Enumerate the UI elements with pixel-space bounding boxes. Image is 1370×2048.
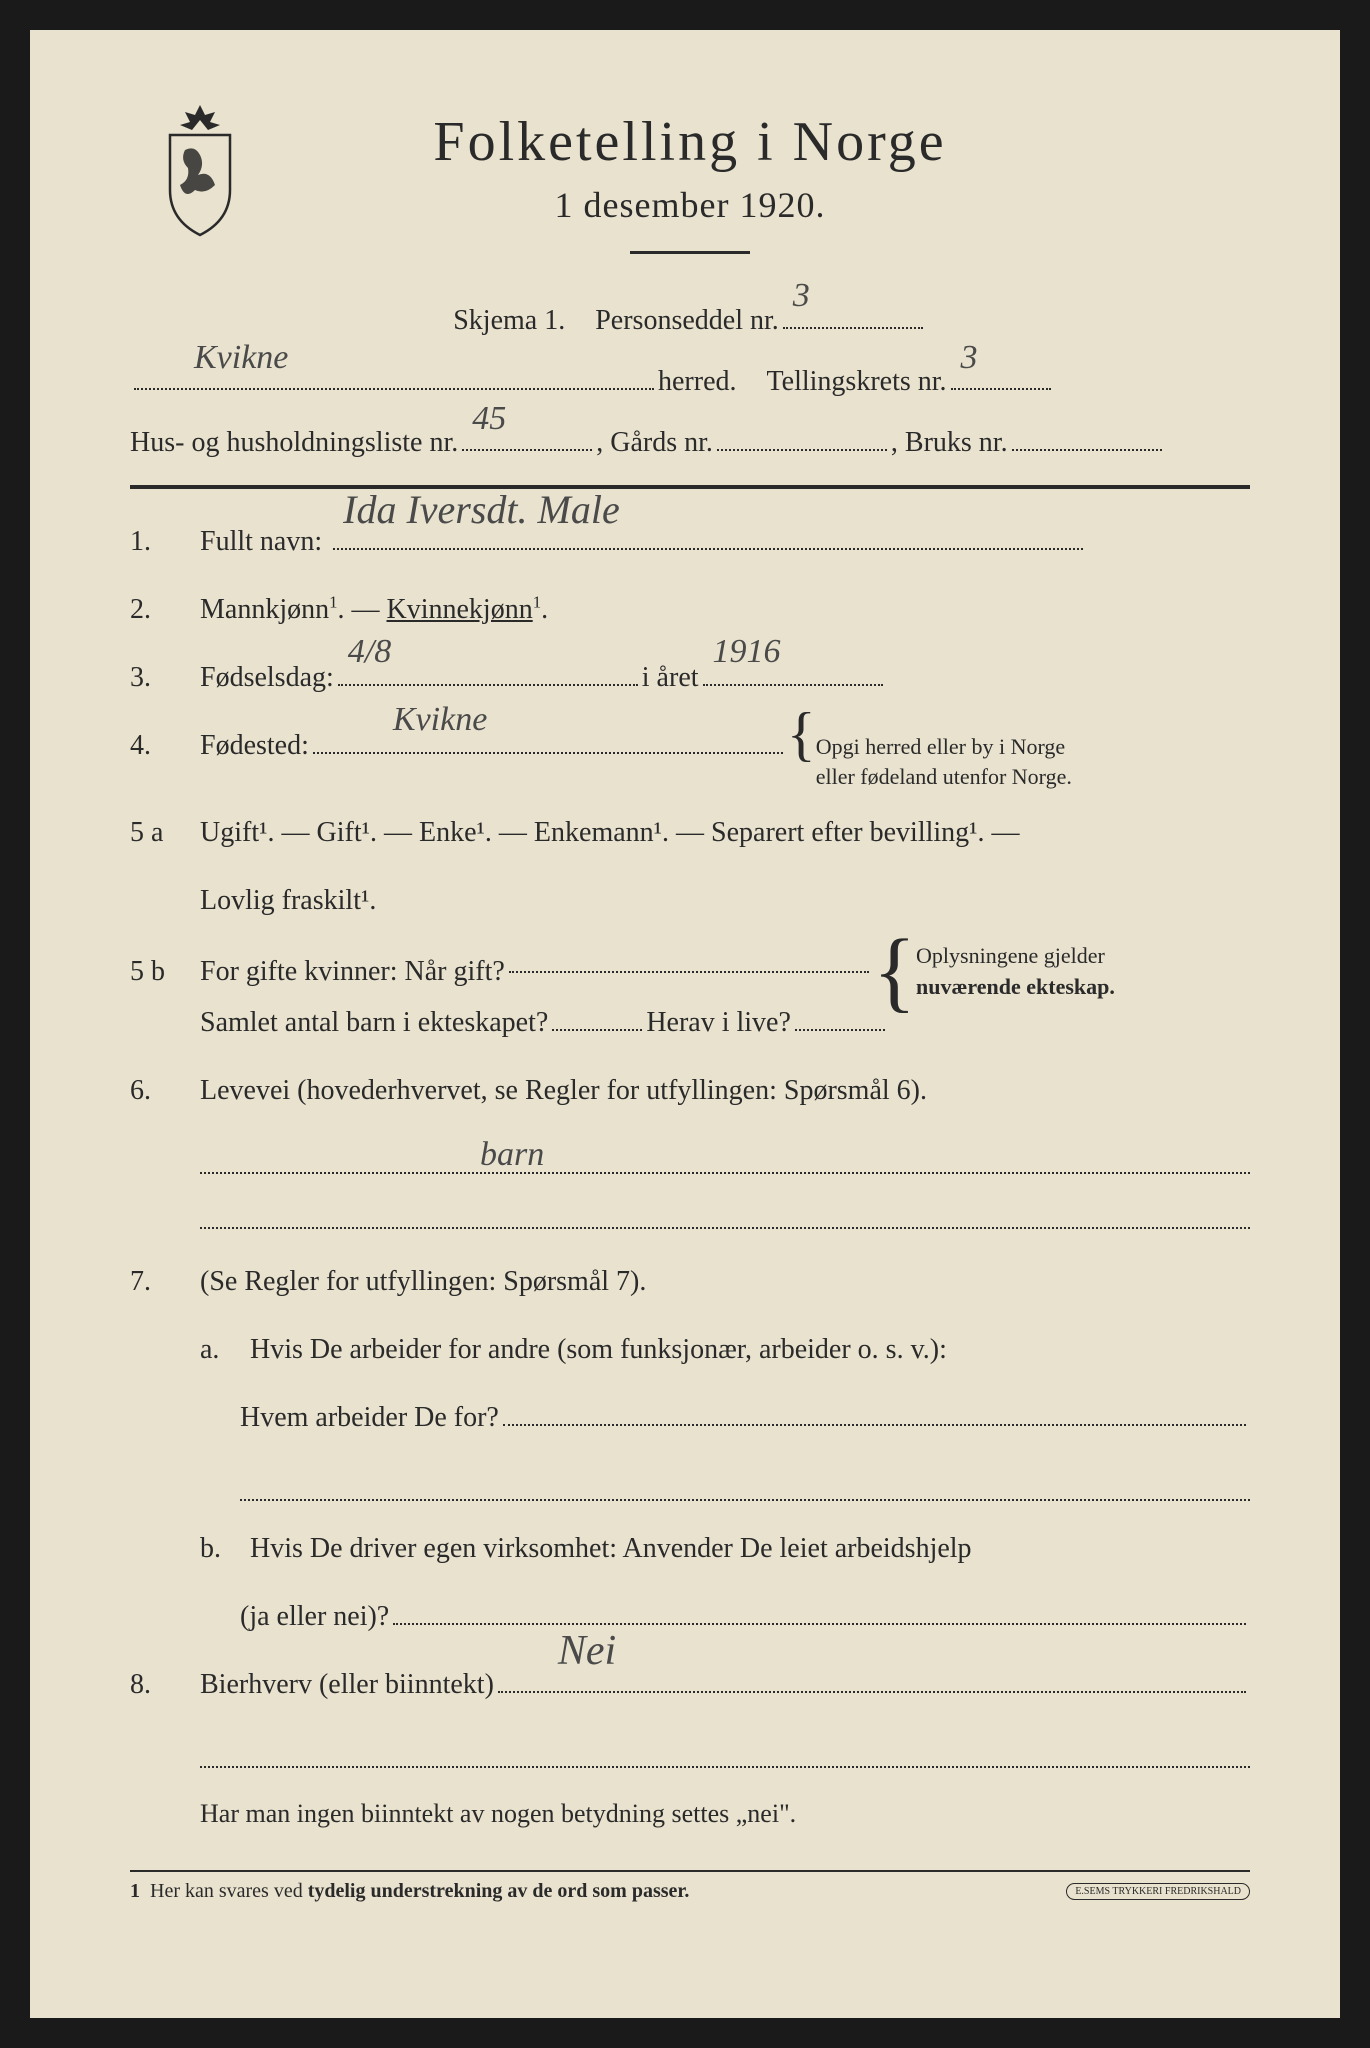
q3-year-value: 1916: [713, 618, 781, 686]
q3-year-label: i året: [642, 650, 699, 706]
q1-row: 1. Fullt navn: Ida Iversdt. Male: [130, 514, 1250, 570]
q7a-field2: [240, 1461, 1250, 1501]
q8-note: Har man ingen biinntekt av nogen betydni…: [200, 1788, 796, 1840]
husliste-row: Hus- og husholdningsliste nr. 45 , Gårds…: [130, 416, 1250, 469]
q5b-label2: Samlet antal barn i ekteskapet?: [200, 995, 548, 1051]
q6-row: 6. Levevei (hovederhvervet, se Regler fo…: [130, 1063, 1250, 1119]
q2-opt-b: Kvinnekjønn: [387, 594, 533, 625]
bruks-label: , Bruks nr.: [891, 416, 1008, 469]
q2-num: 2.: [130, 582, 200, 638]
skjema-row: Skjema 1. Personseddel nr. 3: [130, 294, 1250, 347]
tellingskrets-field: 3: [951, 388, 1051, 390]
q4-note: Opgi herred eller by i Norge eller fødel…: [816, 732, 1096, 794]
q7-row: 7. (Se Regler for utfyllingen: Spørsmål …: [130, 1254, 1250, 1310]
q7b-text2: (ja eller nei)?: [240, 1589, 389, 1645]
q7-num: 7.: [130, 1254, 200, 1310]
q4-row: 4. Fødested: Kvikne { Opgi herred eller …: [130, 718, 1250, 794]
q4-num: 4.: [130, 718, 200, 774]
header-divider: [630, 251, 750, 254]
q5b-field3: [795, 1029, 885, 1031]
herred-value: Kvikne: [194, 326, 288, 391]
q5a-text2: Lovlig fraskilt¹.: [200, 873, 376, 929]
herred-field: Kvikne: [134, 388, 654, 390]
q5a-num: 5 a: [130, 805, 200, 861]
q1-value: Ida Iversdt. Male: [343, 470, 620, 550]
q1-label: Fullt navn:: [200, 526, 322, 557]
q2-row: 2. Mannkjønn1. — Kvinnekjønn1.: [130, 582, 1250, 638]
q5a-row: 5 a Ugift¹. — Gift¹. — Enke¹. — Enkemann…: [130, 805, 1250, 861]
q8-num: 8.: [130, 1657, 200, 1713]
q6-field2: [200, 1189, 1250, 1229]
q5b-label1: For gifte kvinner: Når gift?: [200, 944, 505, 1000]
q7b-label: b.: [200, 1521, 250, 1577]
q5a-options: Ugift¹. — Gift¹. — Enke¹. — Enkemann¹. —…: [200, 817, 1020, 848]
q5b-field2: [552, 1029, 642, 1031]
skjema-label: Skjema 1.: [453, 294, 565, 347]
q3-row: 3. Fødselsdag: 4/8 i året 1916: [130, 650, 1250, 706]
q3-label: Fødselsdag:: [200, 650, 334, 706]
q8-field2: [200, 1728, 1250, 1768]
date-subtitle: 1 desember 1920.: [130, 184, 1250, 226]
q5b-row2: Samlet antal barn i ekteskapet? Herav i …: [200, 995, 1250, 1051]
husliste-field: 45: [462, 449, 592, 451]
census-form-page: Folketelling i Norge 1 desember 1920. Sk…: [30, 30, 1340, 2018]
q5b-field1: [509, 971, 869, 973]
q2-opt-a: Mannkjønn: [200, 594, 329, 625]
gards-label: , Gårds nr.: [596, 416, 713, 469]
q3-num: 3.: [130, 650, 200, 706]
husliste-label: Hus- og husholdningsliste nr.: [130, 416, 458, 469]
tellingskrets-label: Tellingskrets nr.: [767, 355, 947, 408]
section-divider: [130, 485, 1250, 489]
q1-field: Ida Iversdt. Male: [333, 548, 1083, 550]
q7a-field: [503, 1424, 1246, 1426]
q5a-line2: Lovlig fraskilt¹.: [200, 873, 1250, 929]
coat-of-arms-icon: [150, 100, 250, 240]
q7b-text: Hvis De driver egen virksomhet: Anvender…: [250, 1521, 972, 1577]
q8-label: Bierhverv (eller biinntekt): [200, 1657, 494, 1713]
q4-value: Kvikne: [393, 686, 487, 754]
q3-day-value: 4/8: [348, 618, 391, 686]
herred-label: herred.: [658, 355, 737, 408]
q8-field: Nei: [498, 1691, 1246, 1693]
q5b-note: Oplysningene gjelder nuværende ekteskap.: [916, 941, 1116, 1003]
q7a-label: a.: [200, 1322, 250, 1378]
husliste-value: 45: [472, 387, 506, 452]
q7a-row: a. Hvis De arbeider for andre (som funks…: [200, 1322, 1250, 1378]
herred-row: Kvikne herred. Tellingskrets nr. 3: [130, 355, 1250, 408]
q6-value: barn: [480, 1136, 544, 1174]
q7b-row2: (ja eller nei)?: [240, 1589, 1250, 1645]
personseddel-value: 3: [793, 264, 810, 329]
q5b-label3: Herav i live?: [646, 995, 791, 1051]
q8-value: Nei: [558, 1609, 616, 1693]
footnote-row: 1 Her kan svares ved tydelig understrekn…: [130, 1870, 1250, 1903]
bruks-field: [1012, 449, 1162, 451]
personseddel-field: 3: [783, 327, 923, 329]
q5b-num: 5 b: [130, 944, 200, 1000]
q1-num: 1.: [130, 514, 200, 570]
tellingskrets-value: 3: [961, 326, 978, 391]
main-title: Folketelling i Norge: [130, 110, 1250, 174]
q8-note-row: Har man ingen biinntekt av nogen betydni…: [200, 1788, 1250, 1840]
q7-label: (Se Regler for utfyllingen: Spørsmål 7).: [200, 1254, 1250, 1310]
q3-year-field: 1916: [703, 684, 883, 686]
q8-row: 8. Bierhverv (eller biinntekt) Nei: [130, 1657, 1250, 1713]
q7b-row: b. Hvis De driver egen virksomhet: Anven…: [200, 1521, 1250, 1577]
q5b-row1: 5 b For gifte kvinner: Når gift? { Oplys…: [130, 941, 1250, 1003]
q6-label: Levevei (hovederhvervet, se Regler for u…: [200, 1063, 1250, 1119]
q6-field1: barn: [200, 1134, 1250, 1174]
q7a-text: Hvis De arbeider for andre (som funksjon…: [250, 1322, 947, 1378]
q6-num: 6.: [130, 1063, 200, 1119]
q7a-row2: Hvem arbeider De for?: [240, 1390, 1250, 1446]
form-header: Folketelling i Norge 1 desember 1920.: [130, 110, 1250, 254]
q3-day-field: 4/8: [338, 684, 638, 686]
printer-mark: E.SEMS TRYKKERI FREDRIKSHALD: [1066, 1883, 1250, 1900]
q4-label: Fødested:: [200, 718, 309, 774]
personseddel-label: Personseddel nr.: [595, 294, 779, 347]
q4-field: Kvikne: [313, 752, 783, 754]
q7b-field: [393, 1623, 1246, 1625]
gards-field: [717, 449, 887, 451]
footnote-text: 1 Her kan svares ved tydelig understrekn…: [130, 1880, 689, 1903]
q7a-text2: Hvem arbeider De for?: [240, 1390, 499, 1446]
